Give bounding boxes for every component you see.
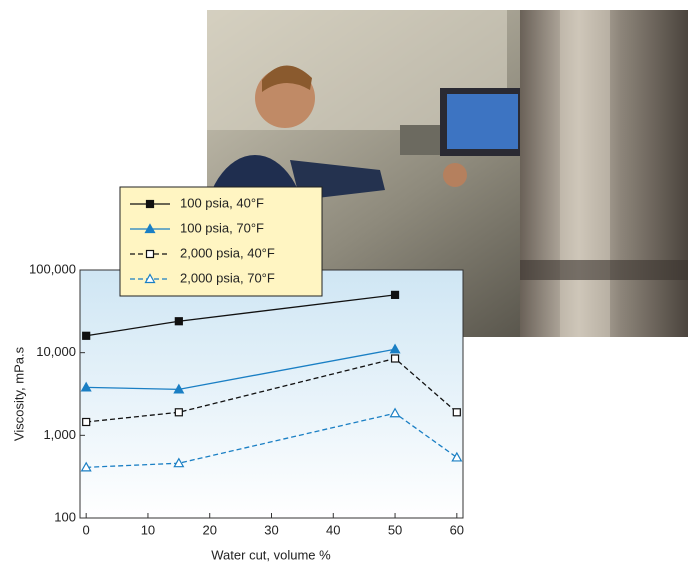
marker [80,381,92,392]
marker [389,407,401,418]
x-axis-label: Water cut, volume % [211,547,331,562]
photo [203,10,688,337]
marker [390,354,400,363]
marker [80,461,92,472]
y-tick-label: 10,000 [36,344,76,359]
legend-label: 100 psia, 40°F [180,195,264,210]
legend-label: 2,000 psia, 70°F [180,270,275,285]
marker [173,457,185,468]
marker [390,290,400,299]
marker [451,451,463,462]
marker [452,408,461,417]
marker [82,417,91,427]
y-axis-label: Viscosity, mPa.s [11,346,26,441]
x-tick-label: 50 [388,522,402,537]
x-tick-label: 10 [141,522,155,537]
plot-area [79,269,464,519]
marker [82,331,91,340]
legend-label: 100 psia, 70°F [180,220,264,235]
marker [389,343,401,354]
series-layer [80,269,463,519]
marker [144,223,156,234]
x-tick-label: 30 [264,522,278,537]
x-tick-label: 20 [202,522,216,537]
y-tick-label: 100,000 [29,261,76,276]
x-tick-label: 40 [326,522,340,537]
marker [173,383,185,394]
marker [144,273,156,284]
legend-entries: 100 psia, 40°F 100 psia, 70°F 2,000 psia, … [130,195,275,285]
marker [174,408,183,417]
series-line [86,412,458,468]
y-tick-label: 1,000 [43,427,76,442]
marker [145,199,155,209]
x-tick-label: 0 [83,522,90,537]
marker [174,317,183,326]
legend-label: 2,000 psia, 40°F [180,245,275,260]
legend [119,186,323,297]
marker [145,249,155,259]
x-tick-label: 60 [450,522,464,537]
y-tick-label: 100 [54,509,76,524]
series-line [86,357,458,423]
